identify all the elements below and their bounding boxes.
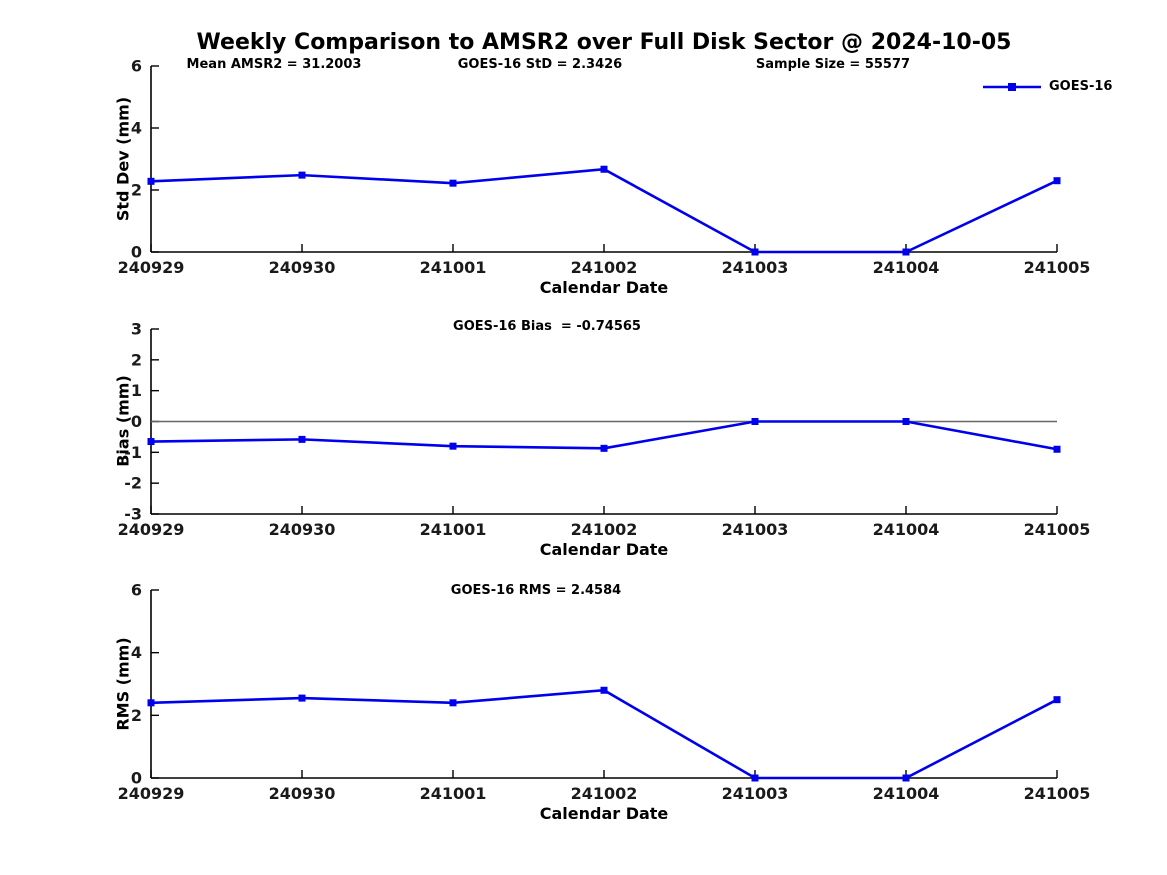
series-line-GOES-16 [150, 688, 1058, 780]
y-tick-label: 4 [131, 643, 142, 662]
subplot-std-dev: 0 2 4 6 240929 240930 241001 241002 241003 241004… [118, 57, 1091, 278]
y-tick-label: 0 [131, 243, 142, 262]
data-point-marker [751, 248, 759, 256]
y-tick-label: 4 [131, 119, 142, 138]
data-point-marker [600, 165, 608, 173]
x-tick-label: 241005 [1024, 258, 1091, 277]
data-point-marker [298, 694, 306, 702]
x-tick-label: 241003 [722, 784, 789, 803]
x-tick-label: 241001 [420, 520, 487, 539]
figure-title: Weekly Comparison to AMSR2 over Full Dis… [196, 30, 1012, 55]
x-axis-label-3: Calendar Date [539, 804, 669, 823]
legend-label: GOES-16 [1049, 79, 1113, 94]
x-tick-label: 241002 [571, 520, 638, 539]
data-point-marker [449, 179, 457, 187]
data-point-marker [600, 444, 608, 452]
data-point-marker [298, 171, 306, 179]
y-tick-label: 1 [131, 381, 142, 400]
data-point-marker [147, 699, 155, 707]
x-tick-label: 241003 [722, 520, 789, 539]
x-tick-label: 241003 [722, 258, 789, 277]
x-axis-label-1: Calendar Date [539, 278, 669, 297]
data-point-marker [1053, 696, 1061, 704]
x-tick-label: 241004 [873, 258, 940, 277]
data-point-marker [1053, 445, 1061, 453]
y-tick-label: -2 [124, 474, 142, 493]
x-tick-label: 241005 [1024, 520, 1091, 539]
subplot-bias: -3 -2 -1 0 1 2 3 240929 240930 241001 241002 241003… [118, 320, 1091, 540]
y-tick-label: 6 [131, 581, 142, 600]
legend-line-icon [983, 82, 1041, 91]
y-tick-label: 6 [131, 57, 142, 76]
x-axis-label-2: Calendar Date [539, 540, 669, 559]
y-tick-label: 3 [131, 320, 142, 339]
x-tick-label: 241004 [873, 520, 940, 539]
data-point-marker [902, 418, 910, 425]
x-tick-label: 240930 [269, 520, 336, 539]
x-tick-label: 241005 [1024, 784, 1091, 803]
y-tick-label: 0 [131, 769, 142, 788]
data-point-marker [600, 686, 608, 694]
series-line-GOES-16 [150, 167, 1058, 254]
annotation-goes16-bias: GOES-16 Bias = -0.74565 [453, 319, 641, 334]
annotation-goes16-rms: GOES-16 RMS = 2.4584 [450, 583, 622, 598]
y-tick-label: 2 [131, 350, 142, 369]
data-point-marker [147, 177, 155, 185]
x-tick-label: 241001 [420, 784, 487, 803]
x-tick-label: 241002 [571, 784, 638, 803]
x-tick-label: 240929 [118, 520, 185, 539]
y-tick-label: -3 [124, 505, 142, 524]
annotation-goes16-std: GOES-16 StD = 2.3426 [457, 57, 623, 72]
legend: GOES-16 [983, 79, 1112, 94]
data-point-marker [751, 774, 759, 782]
y-tick-label: 0 [131, 412, 142, 431]
x-tick-label: 240929 [118, 258, 185, 277]
y-tick-label: -1 [124, 443, 142, 462]
data-point-marker [751, 418, 759, 425]
annotation-sample-size: Sample Size = 55577 [755, 57, 911, 72]
data-point-marker [902, 774, 910, 782]
x-tick-label: 241004 [873, 784, 940, 803]
x-tick-label: 240929 [118, 784, 185, 803]
y-tick-label: 2 [131, 706, 142, 725]
data-point-marker [298, 435, 306, 443]
data-point-marker [902, 248, 910, 256]
data-point-marker [147, 438, 155, 446]
annotation-mean-amsr2: Mean AMSR2 = 31.2003 [186, 57, 362, 72]
x-tick-label: 241001 [420, 258, 487, 277]
data-point-marker [449, 442, 457, 450]
subplot-rms: 0 2 4 6 240929 240930 241001 241002 241003 241004… [118, 581, 1091, 804]
y-tick-label: 2 [131, 181, 142, 200]
x-tick-label: 240930 [269, 784, 336, 803]
data-point-marker [1053, 177, 1061, 185]
x-tick-label: 241002 [571, 258, 638, 277]
data-point-marker [449, 699, 457, 707]
x-tick-label: 240930 [269, 258, 336, 277]
